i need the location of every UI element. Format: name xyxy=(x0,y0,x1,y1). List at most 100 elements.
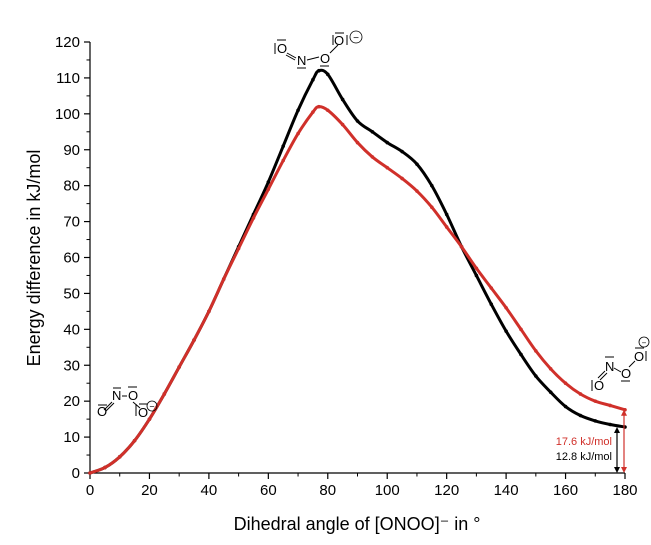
x-tick-label: 80 xyxy=(319,482,336,499)
series-point-0 xyxy=(444,212,449,217)
y-tick-label: 10 xyxy=(63,429,80,446)
y-tick-label: 40 xyxy=(63,321,80,338)
x-tick-label: 40 xyxy=(201,482,218,499)
series-point-1 xyxy=(147,417,152,421)
series-point-0 xyxy=(400,149,404,154)
y-tick-label: 50 xyxy=(63,285,80,302)
series-point-0 xyxy=(385,140,390,145)
y-tick-label: 70 xyxy=(63,214,80,231)
series-point-1 xyxy=(88,471,92,475)
series-point-1 xyxy=(593,399,598,403)
annotation-red: 17.6 kJ/mol xyxy=(556,436,612,448)
series-point-1 xyxy=(459,244,464,249)
struct-top-o3: O xyxy=(334,33,344,48)
x-tick-label: 0 xyxy=(86,482,94,499)
x-tick-label: 100 xyxy=(375,482,400,499)
series-point-1 xyxy=(251,216,256,220)
struct-top-n: N xyxy=(297,53,306,68)
series-point-1 xyxy=(117,455,122,459)
series-point-1 xyxy=(355,140,360,145)
series-point-1 xyxy=(281,158,285,163)
series-point-1 xyxy=(385,165,390,170)
x-tick-label: 160 xyxy=(553,482,578,499)
series-point-1 xyxy=(207,309,211,314)
series-point-1 xyxy=(103,465,107,470)
axes xyxy=(89,42,625,474)
y-tick-label: 20 xyxy=(63,393,80,410)
series-point-1 xyxy=(340,122,345,127)
y-tick-label: 120 xyxy=(55,34,80,51)
series-point-0 xyxy=(578,413,583,418)
struct-left-charge: − xyxy=(149,402,154,412)
series-point-0 xyxy=(415,162,419,166)
arrow-black xyxy=(614,427,620,473)
series-point-0 xyxy=(548,390,553,394)
x-tick-label: 120 xyxy=(434,482,459,499)
struct-right-o1: O xyxy=(594,378,604,393)
series-point-0 xyxy=(355,119,360,123)
series-line-1 xyxy=(89,105,626,475)
series-point-1 xyxy=(236,246,241,251)
struct-right-charge: − xyxy=(642,339,647,348)
series-point-0 xyxy=(504,329,508,333)
series-point-0 xyxy=(430,183,434,188)
series-line-0 xyxy=(89,68,626,475)
series-point-1 xyxy=(317,104,321,109)
series-point-1 xyxy=(504,305,508,310)
series-point-1 xyxy=(221,277,226,281)
struct-right-o2: O xyxy=(621,366,631,381)
struct-right-o3: O xyxy=(634,349,644,364)
struct-left-o2: O xyxy=(128,388,138,403)
arrow-red-head-bottom xyxy=(621,467,627,473)
arrow-red-head-top xyxy=(621,409,627,416)
series-point-0 xyxy=(593,419,598,423)
series-point-0 xyxy=(474,273,479,278)
y-tick-label: 80 xyxy=(63,178,80,195)
struct-top-o2: O xyxy=(320,51,330,66)
annotation-black: 12.8 kJ/mol xyxy=(556,451,612,463)
x-tick-label: 60 xyxy=(260,482,277,499)
series-point-0 xyxy=(340,97,345,102)
series-point-0 xyxy=(370,129,375,134)
series-point-1 xyxy=(415,189,419,193)
series-point-1 xyxy=(162,392,167,396)
series-point-1 xyxy=(444,225,449,229)
series-point-0 xyxy=(317,68,321,73)
struct-left-n: N xyxy=(112,388,121,403)
structure-top: O N O O − xyxy=(274,30,363,69)
series-point-0 xyxy=(281,144,285,148)
series-point-1 xyxy=(311,110,315,114)
series-point-0 xyxy=(608,422,612,427)
y-tick-label: 90 xyxy=(63,142,80,159)
struct-right-n: N xyxy=(605,359,614,374)
series-point-1 xyxy=(548,367,553,371)
series-point-0 xyxy=(489,302,494,306)
series-point-1 xyxy=(177,365,181,369)
series-point-1 xyxy=(489,286,494,290)
y-axis-title: Energy difference in kJ/mol xyxy=(24,150,44,367)
struct-left-o1: O xyxy=(97,404,107,419)
x-tick-label: 20 xyxy=(141,482,158,499)
series-point-0 xyxy=(534,374,538,378)
struct-top-o1: O xyxy=(277,41,287,56)
series-lines xyxy=(88,68,627,475)
y-tick-label: 110 xyxy=(56,70,80,87)
series-point-1 xyxy=(474,266,479,271)
series-point-0 xyxy=(266,180,271,184)
x-axis-title: Dihedral angle of [ONOO]⁻ in ° xyxy=(234,514,481,534)
y-tick-label: 60 xyxy=(63,250,80,267)
difference-arrows xyxy=(614,409,627,473)
series-point-0 xyxy=(311,77,315,82)
x-tick-label: 140 xyxy=(494,482,519,499)
series-point-1 xyxy=(519,327,523,332)
series-point-1 xyxy=(370,155,375,159)
series-point-1 xyxy=(563,381,568,386)
energy-annotations: 17.6 kJ/mol 12.8 kJ/mol xyxy=(556,409,627,473)
series-point-1 xyxy=(266,187,271,192)
series-point-0 xyxy=(296,108,300,113)
series-point-1 xyxy=(192,338,196,342)
arrow-black-head-bottom xyxy=(614,467,620,473)
series-point-1 xyxy=(578,392,583,396)
series-point-1 xyxy=(296,131,300,136)
